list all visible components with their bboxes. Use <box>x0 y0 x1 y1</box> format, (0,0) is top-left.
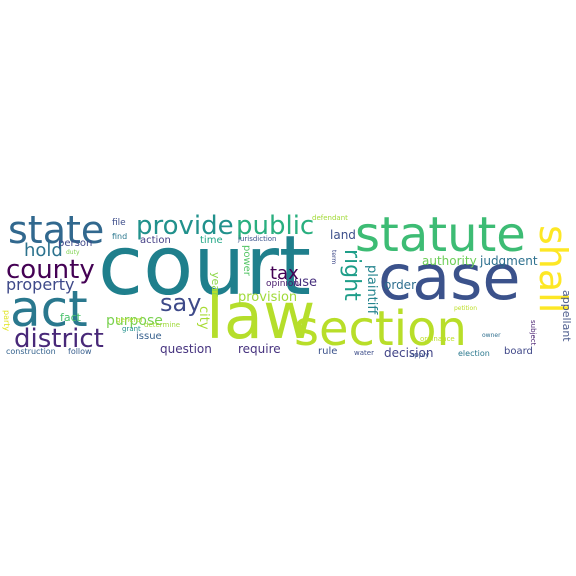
cloud-word-district: district <box>14 324 104 354</box>
cloud-word-subject: subject <box>529 320 537 346</box>
cloud-word-ordinance: ordinance <box>420 335 455 343</box>
cloud-word-say: say <box>160 289 202 317</box>
cloud-word-right: right <box>339 249 364 301</box>
cloud-word-duty: duty <box>66 249 80 256</box>
cloud-word-year: year <box>209 272 222 297</box>
cloud-word-case: case <box>378 241 521 314</box>
cloud-word-fact: fact <box>60 311 81 324</box>
cloud-word-decision: decision <box>384 346 434 360</box>
cloud-word-grant: grant <box>122 325 141 333</box>
cloud-word-apply: apply <box>410 351 430 359</box>
cloud-word-board: board <box>504 346 533 357</box>
cloud-word-owner: owner <box>482 332 501 339</box>
cloud-word-general: general <box>116 316 143 324</box>
cloud-word-judgment: judgment <box>480 254 538 268</box>
cloud-word-file: file <box>112 218 126 228</box>
cloud-word-authority: authority <box>422 254 477 268</box>
cloud-word-act: act <box>10 280 88 338</box>
cloud-word-county: county <box>6 255 95 285</box>
cloud-word-provision: provision <box>238 290 298 305</box>
cloud-word-public: public <box>236 211 315 241</box>
cloud-word-find: find <box>112 232 128 241</box>
cloud-word-jurisdiction: jurisdiction <box>238 235 277 243</box>
cloud-word-court: court <box>98 219 312 314</box>
cloud-word-provide: provide <box>136 211 234 241</box>
cloud-word-defendant: defendant <box>312 214 348 222</box>
cloud-word-person: person <box>58 238 93 249</box>
cloud-word-construction: construction <box>6 347 56 356</box>
cloud-word-question: question <box>160 342 212 356</box>
cloud-word-water: water <box>354 349 374 357</box>
cloud-word-land: land <box>330 228 356 242</box>
cloud-word-opinion: opinion <box>266 279 300 289</box>
cloud-word-rule: rule <box>318 346 338 357</box>
cloud-word-require: require <box>238 342 281 356</box>
cloud-word-statute: statute <box>355 207 526 263</box>
cloud-word-plaintiff: plaintiff <box>364 265 379 315</box>
cloud-word-party: party <box>2 310 11 332</box>
cloud-word-issue: issue <box>136 331 162 342</box>
cloud-word-time: time <box>200 235 223 246</box>
cloud-word-section: section <box>294 301 467 357</box>
cloud-word-order: order <box>384 278 416 292</box>
cloud-word-tax: tax <box>270 263 299 284</box>
cloud-word-petition: petition <box>454 305 478 312</box>
cloud-word-action: action <box>140 235 171 246</box>
cloud-word-appellant: appellant <box>560 290 573 342</box>
cloud-word-purpose: purpose <box>106 313 163 329</box>
cloud-word-determine: determine <box>144 321 181 329</box>
cloud-word-law: law <box>206 280 316 354</box>
cloud-word-follow: follow <box>68 347 92 356</box>
cloud-word-city: city <box>196 306 211 330</box>
cloud-word-hold: hold <box>24 240 63 261</box>
cloud-word-property: property <box>6 275 75 294</box>
cloud-word-power: power <box>241 245 252 276</box>
cloud-word-use: use <box>294 275 318 290</box>
cloud-word-election: election <box>458 349 490 358</box>
cloud-word-term: term <box>330 250 337 265</box>
cloud-word-state: state <box>8 208 105 252</box>
